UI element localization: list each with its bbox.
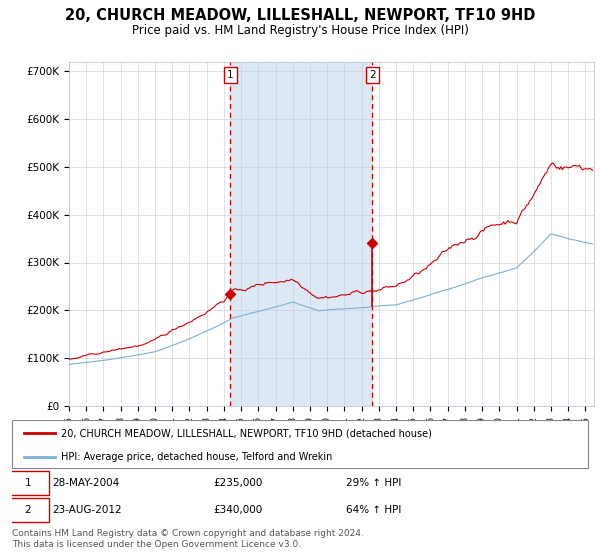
Text: £340,000: £340,000 [214, 505, 263, 515]
Text: 29% ↑ HPI: 29% ↑ HPI [346, 478, 401, 488]
Text: 20, CHURCH MEADOW, LILLESHALL, NEWPORT, TF10 9HD: 20, CHURCH MEADOW, LILLESHALL, NEWPORT, … [65, 8, 535, 24]
FancyBboxPatch shape [6, 471, 49, 496]
Text: Contains HM Land Registry data © Crown copyright and database right 2024.
This d: Contains HM Land Registry data © Crown c… [12, 529, 364, 549]
Text: 2: 2 [369, 70, 376, 80]
Text: 2: 2 [25, 505, 31, 515]
Text: 28-MAY-2004: 28-MAY-2004 [52, 478, 119, 488]
Text: 20, CHURCH MEADOW, LILLESHALL, NEWPORT, TF10 9HD (detached house): 20, CHURCH MEADOW, LILLESHALL, NEWPORT, … [61, 428, 432, 438]
FancyBboxPatch shape [6, 497, 49, 522]
Text: 1: 1 [227, 70, 234, 80]
Text: 1: 1 [25, 478, 31, 488]
Text: £235,000: £235,000 [214, 478, 263, 488]
Text: 23-AUG-2012: 23-AUG-2012 [52, 505, 122, 515]
FancyBboxPatch shape [12, 420, 588, 468]
Text: 64% ↑ HPI: 64% ↑ HPI [346, 505, 401, 515]
Bar [230, 62, 372, 406]
Text: Price paid vs. HM Land Registry's House Price Index (HPI): Price paid vs. HM Land Registry's House … [131, 24, 469, 36]
Text: HPI: Average price, detached house, Telford and Wrekin: HPI: Average price, detached house, Telf… [61, 452, 332, 462]
